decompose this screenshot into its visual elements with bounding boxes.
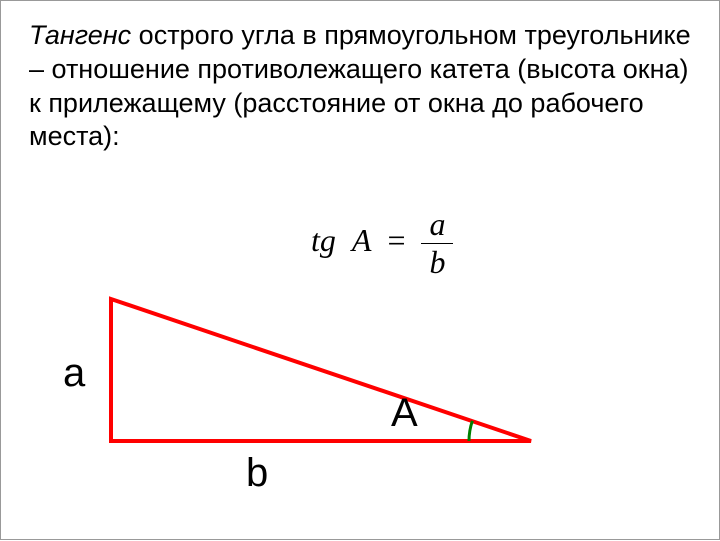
angle-arc	[469, 421, 472, 441]
triangle-diagram	[1, 1, 720, 541]
label-b: b	[246, 451, 268, 496]
label-A: A	[391, 391, 418, 436]
label-a: a	[63, 351, 85, 396]
triangle	[111, 299, 531, 441]
